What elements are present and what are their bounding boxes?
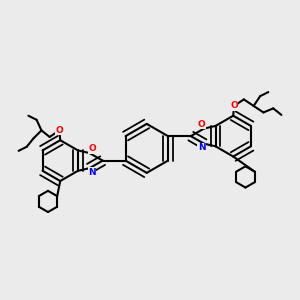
Text: N: N [88, 168, 96, 177]
Text: O: O [230, 101, 238, 110]
Text: O: O [198, 120, 206, 129]
Text: O: O [56, 126, 63, 135]
Text: N: N [198, 143, 206, 152]
Text: O: O [88, 145, 96, 154]
